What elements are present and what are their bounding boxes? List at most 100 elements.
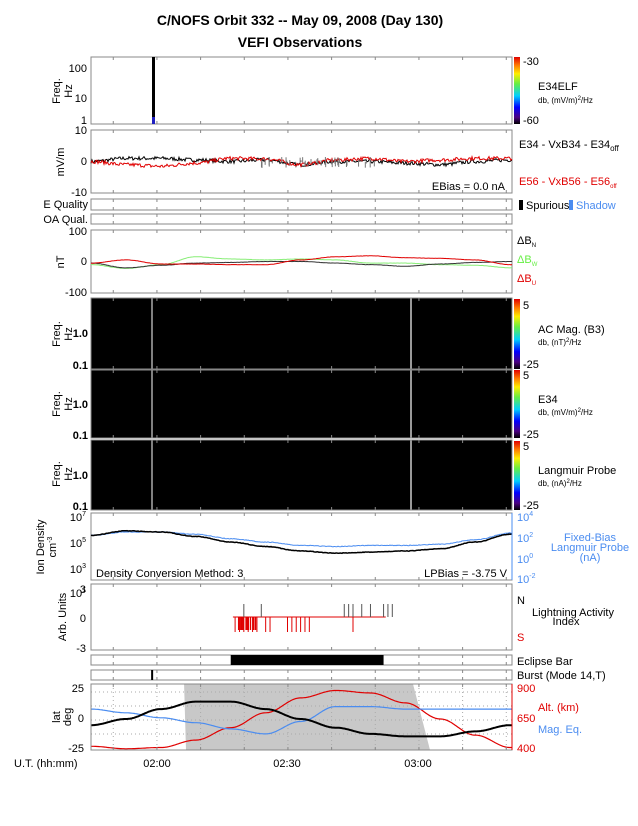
acmag-background — [91, 298, 512, 369]
lp-label-3: (nA) — [580, 552, 601, 564]
ebias-label: EBias = 0.0 nA — [432, 181, 506, 193]
acmag-cbar-min: -25 — [523, 359, 539, 371]
e34-colorbar — [514, 370, 520, 438]
lp-panel — [90, 439, 513, 511]
e34-panel — [90, 369, 513, 439]
dbn-series — [91, 260, 513, 269]
elf-tick: 100 — [69, 63, 87, 75]
lp-current-tick: 100 — [517, 553, 533, 566]
xaxis-tick: 02:00 — [143, 758, 171, 770]
elf-name: E34ELF — [538, 81, 578, 93]
e34-background — [91, 370, 512, 438]
lightning-tick: 3 — [80, 584, 86, 596]
legend-e56: E56 - VxB56 - E56off — [519, 176, 617, 190]
legend-dbu: ΔBU — [517, 273, 536, 287]
e34-cbar-min: -25 — [523, 429, 539, 441]
density-tick: 103 — [70, 563, 86, 576]
mag-eq-series — [91, 706, 512, 735]
e-quality-label: E Quality — [43, 199, 88, 211]
shadow-label: Shadow — [576, 200, 616, 212]
latitude-series — [91, 700, 512, 738]
elf-ylabel: Freq. — [51, 78, 63, 104]
acmag-panel — [90, 297, 513, 370]
acmag-ylabel-units: Hz — [63, 327, 75, 340]
efield-panel — [90, 129, 513, 194]
elf-colorbar — [514, 57, 520, 124]
xaxis-tick: 03:00 — [404, 758, 432, 770]
efield-tick: -10 — [71, 187, 87, 199]
density-ylabel-units: cm-3 — [47, 536, 59, 557]
lightning-panel — [90, 583, 513, 651]
title-line1: C/NOFS Orbit 332 -- May 09, 2008 (Day 13… — [157, 12, 443, 28]
elf-tick: 1 — [81, 115, 87, 127]
e34-units: db, (mV/m)2/Hz — [538, 408, 593, 417]
e34-tick: 0.1 — [73, 430, 88, 442]
ion-density-series — [90, 529, 513, 555]
alt-tick: 900 — [517, 683, 535, 695]
burst-bar — [90, 669, 513, 681]
lp-current-tick: 10-2 — [517, 573, 536, 586]
lightning-title-2: Index — [553, 616, 580, 628]
lp-ylabel-units: Hz — [63, 467, 75, 480]
elf-ylabel-units: Hz — [63, 84, 75, 97]
legend-dbw: ΔBW — [517, 254, 538, 268]
elf-burst-low — [152, 117, 155, 124]
xaxis-label: U.T. (hh:mm) — [14, 758, 78, 770]
altitude-series — [91, 689, 512, 750]
alt-label: Alt. (km) — [538, 702, 579, 714]
e34-ylabel-units: Hz — [63, 397, 75, 410]
lp-tick: 1.0 — [73, 470, 88, 482]
burst-label: Burst (Mode 14,T) — [517, 670, 606, 682]
acmag-cbar-max: 5 — [523, 300, 529, 312]
dbu-series — [91, 255, 513, 266]
lightning-tick: 0 — [80, 613, 86, 625]
lp-name: Langmuir Probe — [538, 465, 616, 477]
spurious-swatch — [519, 200, 523, 210]
db-ylabel: nT — [55, 255, 67, 268]
lp-tick: 0.1 — [73, 501, 88, 513]
efield-tick: 0 — [81, 156, 87, 168]
oa-quality-label: OA Qual. — [43, 214, 88, 226]
db-tick: 100 — [69, 226, 87, 238]
legend-e34: E34 - VxB34 - E34off — [519, 139, 620, 153]
alt-tick: 650 — [517, 713, 535, 725]
orbit-tick: 25 — [72, 683, 84, 695]
acmag-labels: Freq. Hz 1.0 0.1 5 -25 AC Mag. (B3) db, … — [51, 299, 605, 372]
lp-labels: Freq. Hz 1.0 0.1 5 -25 Langmuir Probe db… — [51, 441, 616, 513]
lightning-ylabel: Arb. Units — [57, 592, 69, 641]
lp-current-tick: 102 — [517, 532, 533, 545]
e34-tick: 1.0 — [73, 399, 88, 411]
acmag-name: AC Mag. (B3) — [538, 324, 605, 336]
elf-burst-column — [152, 57, 155, 124]
oa-quality-bar — [90, 213, 513, 225]
lp-units: db, (nA)2/Hz — [538, 479, 582, 488]
density-tick: 101 — [70, 587, 86, 600]
acmag-ylabel: Freq. — [51, 321, 63, 347]
legend-dbn: ΔBN — [517, 235, 536, 249]
eclipse-fill — [230, 655, 384, 665]
e34-labels: Freq. Hz 1.0 0.1 5 -25 E34 db, (mV/m)2/H… — [51, 370, 593, 442]
efield-tick: 10 — [75, 125, 87, 137]
plot-marks — [90, 56, 513, 751]
acmag-tick: 1.0 — [73, 328, 88, 340]
e34-cbar-max: 5 — [523, 370, 529, 382]
e56-series — [90, 154, 513, 169]
lp-cbar-max: 5 — [523, 441, 529, 453]
xaxis-tick: 02:30 — [273, 758, 301, 770]
e-quality-bar — [90, 198, 513, 211]
lp-colorbar — [514, 441, 520, 510]
spurious-label: Spurious — [526, 200, 570, 212]
density-tick: 105 — [70, 537, 86, 550]
elf-units: db, (mV/m)2/Hz — [538, 96, 593, 105]
density-tick: 107 — [70, 511, 86, 524]
lp-current-tick: 104 — [517, 511, 533, 524]
density-left-ticks: 107 105 103 101 — [70, 511, 86, 600]
density-ylabel: Ion Density — [35, 519, 47, 575]
acmag-colorbar — [514, 299, 520, 369]
alt-tick: 400 — [517, 743, 535, 755]
dbw-series — [90, 256, 512, 270]
lp-label-2: Langmuir Probe — [551, 542, 629, 554]
orbit-ylabel: lat — [51, 711, 63, 723]
mag-eq-label: Mag. Eq. — [538, 724, 582, 736]
efield-ylabel: mV/m — [55, 148, 67, 177]
